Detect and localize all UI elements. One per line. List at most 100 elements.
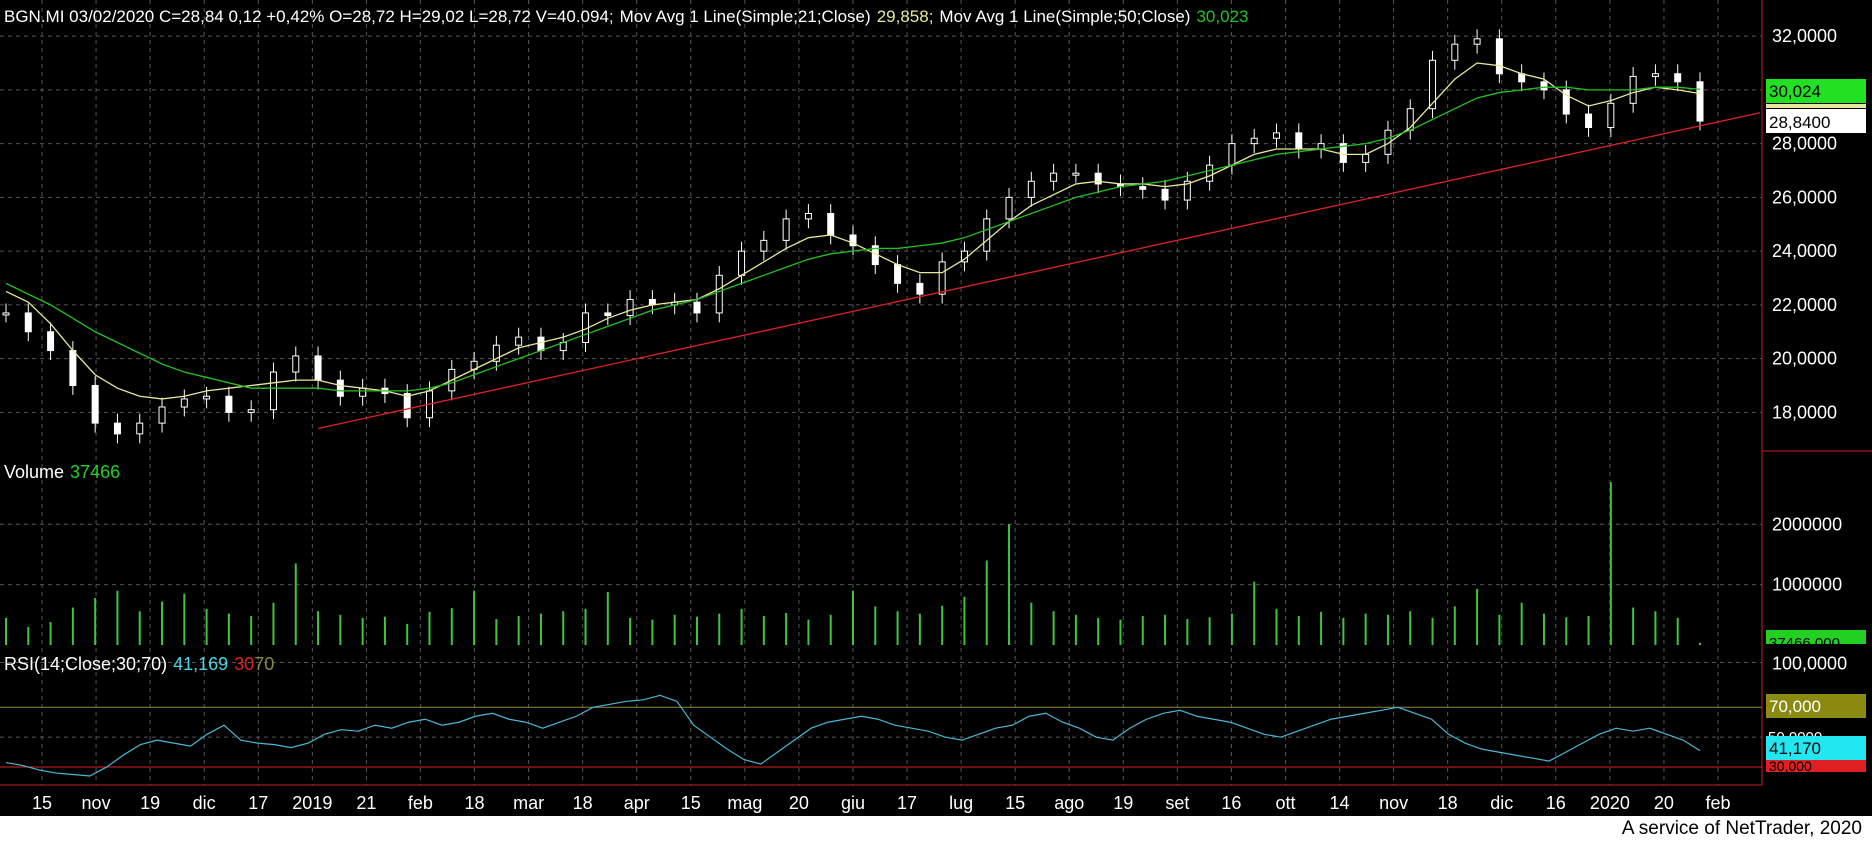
candle [626, 290, 634, 326]
candle-body [760, 239, 768, 252]
candle [47, 322, 55, 360]
candle [827, 204, 835, 245]
x-tick-label: 18 [465, 793, 485, 813]
candle-body [247, 409, 255, 413]
candle-body [1585, 113, 1593, 128]
candle-body [1429, 59, 1437, 110]
x-tick-label: nov [1379, 793, 1408, 813]
volume-label: Volume [4, 462, 64, 482]
candle [604, 303, 612, 326]
candle-body [1206, 164, 1214, 182]
price-tick-label: 32,0000 [1772, 26, 1837, 46]
candle [804, 204, 812, 229]
candle-body [136, 422, 144, 435]
candle [492, 335, 500, 371]
ma50-label: Mov Avg 1 Line(Simple;50;Close) [939, 7, 1190, 26]
x-tick-label: 21 [356, 793, 376, 813]
candle [292, 346, 300, 382]
candle-body [1451, 43, 1459, 61]
candle [916, 273, 924, 304]
candle-body [1473, 38, 1481, 45]
x-tick-label: mag [727, 793, 762, 813]
candle-body [782, 218, 790, 241]
candle-body [938, 261, 946, 295]
candle-body [158, 406, 166, 424]
candle-body [1674, 73, 1682, 83]
x-tick-label: 16 [1221, 793, 1241, 813]
candle [1451, 34, 1459, 70]
candle-body [1273, 132, 1280, 139]
candle [760, 230, 768, 261]
candle [314, 346, 322, 390]
candle-body [1050, 172, 1058, 182]
candle-body [1005, 196, 1013, 220]
candle-body [1362, 153, 1370, 163]
candle [1473, 29, 1481, 54]
candle [1339, 134, 1347, 172]
price-tick-label: 22,0000 [1772, 295, 1837, 315]
candle [1495, 29, 1503, 84]
candle [113, 413, 121, 444]
candle [1317, 134, 1325, 159]
candle [1228, 134, 1236, 175]
candle-body [2, 312, 10, 316]
rsi-high: 70 [254, 654, 274, 674]
candle-body [693, 301, 701, 314]
candle-body [1696, 81, 1704, 122]
candle [693, 292, 701, 323]
x-tick-label: 14 [1330, 793, 1350, 813]
x-tick-label: ago [1054, 793, 1084, 813]
trend-line [317, 112, 1761, 430]
candle-body [225, 395, 233, 413]
rsi-low: 30 [234, 654, 254, 674]
x-tick-label: lug [949, 793, 973, 813]
candle-body [314, 355, 322, 381]
candle [515, 327, 523, 355]
rsi-line [5, 694, 1701, 777]
candle-body [91, 385, 99, 424]
candle-body [1072, 172, 1080, 176]
x-tick-label: 20 [789, 793, 809, 813]
candle-body [738, 250, 746, 276]
candle [537, 327, 545, 360]
ma50-badge-bg [1766, 79, 1866, 103]
candle [1139, 177, 1147, 199]
x-tick-label: feb [1705, 793, 1730, 813]
candle [1116, 174, 1124, 197]
axes: 15 nov 19 dic 17 2019 21 feb 18 mar 18 apr 15 mag 20 gi… [0, 0, 1872, 813]
ma21-label: Mov Avg 1 Line(Simple;21;Close) [620, 7, 871, 26]
x-tick-label: dic [1490, 793, 1513, 813]
candle-body [1651, 73, 1659, 77]
rsi-high-badge-bg [1766, 694, 1866, 718]
x-tick-label: 19 [1113, 793, 1133, 813]
candle [894, 255, 902, 293]
candle-body [1161, 188, 1169, 201]
x-tick-label: feb [408, 793, 433, 813]
candle [1250, 128, 1258, 154]
candle [158, 397, 166, 433]
candle [1540, 72, 1548, 100]
x-tick-label: 20 [1654, 793, 1674, 813]
candle [269, 362, 277, 420]
candle-body [1027, 180, 1035, 198]
close-badge-bg [1766, 109, 1866, 133]
candle-body [492, 344, 500, 362]
x-tick-label: 18 [573, 793, 593, 813]
candle-body [715, 274, 723, 314]
footer-credit: A service of NetTrader, 2020 [1617, 816, 1866, 842]
candle-body [1228, 143, 1236, 166]
candle-body [1183, 180, 1191, 201]
candle [849, 225, 857, 256]
candle [671, 292, 679, 315]
ma50-badge: 30,024 [1769, 82, 1821, 101]
candle-body [827, 213, 835, 236]
volume-tick-label: 2000000 [1772, 514, 1842, 534]
x-tick-label: 19 [140, 793, 160, 813]
candle [2, 303, 10, 323]
price-tick-label: 24,0000 [1772, 241, 1837, 261]
candle [1696, 72, 1704, 131]
price-tick-label: 26,0000 [1772, 187, 1837, 207]
candle-body [47, 331, 55, 352]
candle [1429, 50, 1437, 119]
